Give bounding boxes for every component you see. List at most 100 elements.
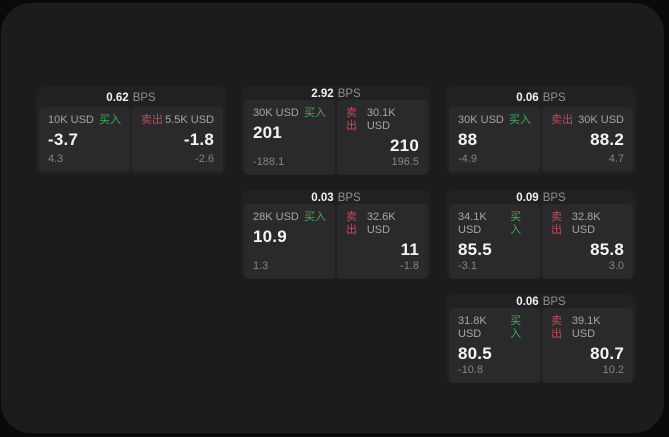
buy-pane-top: 30K USD 买入 <box>458 114 531 127</box>
sell-side-label: 卖出 <box>551 114 573 126</box>
buy-side-label: 买入 <box>510 315 522 340</box>
buy-sub-value: -188.1 <box>253 156 285 168</box>
bps-unit: BPS <box>542 296 566 308</box>
bps-unit: BPS <box>542 192 566 204</box>
sell-pane[interactable]: 卖出 30K USD 88.2 4.7 <box>542 107 633 172</box>
buy-price: 10.9 <box>253 227 287 246</box>
sell-price: 11 <box>400 240 419 259</box>
buy-pane-top: 31.8K USD 买入 <box>458 315 531 341</box>
sell-pane-top: 卖出 32.8K USD <box>551 211 624 237</box>
sell-price: 88.2 <box>590 130 624 149</box>
sell-sub-value: -1.8 <box>400 260 419 272</box>
sell-pane-top: 卖出 32.6K USD <box>346 211 419 237</box>
sell-side-label: 卖出 <box>346 107 357 132</box>
buy-sell-panes: 30K USD 买入 88 -4.9 卖出 30K USD 88.2 4.7 <box>446 107 636 175</box>
buy-side-label: 买入 <box>510 211 522 236</box>
sell-amount: 32.8K USD <box>571 211 601 236</box>
sell-side-label: 卖出 <box>551 315 562 340</box>
buy-side-label: 买入 <box>304 107 326 119</box>
buy-sell-panes: 34.1K USD 买入 85.5 -3.1 卖出 32.8K USD 85.8… <box>446 204 636 282</box>
buy-sub-value: 4.3 <box>48 153 64 165</box>
bps-unit: BPS <box>132 91 156 104</box>
sell-price: -1.8 <box>183 130 214 149</box>
sell-amount: 30.1K USD <box>366 107 396 132</box>
card-header: 2.92 BPS <box>241 86 431 100</box>
buy-side-label: 买入 <box>304 211 326 223</box>
bps-value: 0.06 <box>516 296 539 308</box>
sell-pane[interactable]: 卖出 5.5K USD -1.8 -2.6 <box>132 107 223 172</box>
buy-pane-top: 10K USD 买入 <box>48 114 121 127</box>
sell-side-label: 卖出 <box>551 211 562 236</box>
sell-sub-value: 3.0 <box>608 260 624 272</box>
sell-amount: 32.6K USD <box>366 211 396 236</box>
buy-amount: 31.8K USD <box>458 315 487 340</box>
buy-pane-top: 34.1K USD 买入 <box>458 211 531 237</box>
card-header: 0.06 BPS <box>446 294 636 308</box>
sell-side-label: 卖出 <box>346 211 357 236</box>
sell-price: 210 <box>390 136 419 155</box>
sell-pane-top: 卖出 30K USD <box>551 114 624 127</box>
sell-sub-value: 196.5 <box>391 156 419 168</box>
buy-price: 201 <box>253 123 282 142</box>
buy-sub-value: -10.8 <box>458 364 484 376</box>
sell-side-label: 卖出 <box>141 114 163 126</box>
buy-sub-value: -3.1 <box>458 260 477 272</box>
buy-sub-value: -4.9 <box>458 153 477 165</box>
sell-price: 85.8 <box>590 240 624 259</box>
buy-pane[interactable]: 31.8K USD 买入 80.5 -10.8 <box>449 308 540 383</box>
bps-unit: BPS <box>337 192 361 204</box>
buy-amount: 28K USD <box>253 211 299 223</box>
quote-card-4: 0.03 BPS 28K USD 买入 10.9 1.3 卖出 32.6K US… <box>241 190 431 279</box>
sell-sub-value: 10.2 <box>602 364 624 376</box>
card-header: 0.62 BPS <box>36 86 226 107</box>
quote-card-2: 2.92 BPS 30K USD 买入 201 -188.1 卖出 30.1K … <box>241 86 431 175</box>
quote-card-1: 0.62 BPS 10K USD 买入 -3.7 4.3 卖出 5.5K USD… <box>36 86 226 175</box>
sell-sub-value: -2.6 <box>195 153 214 165</box>
buy-pane[interactable]: 30K USD 买入 88 -4.9 <box>449 107 540 172</box>
buy-side-label: 买入 <box>509 114 531 126</box>
sell-pane[interactable]: 卖出 32.8K USD 85.8 3.0 <box>542 204 633 279</box>
sell-pane-top: 卖出 30.1K USD <box>346 107 419 133</box>
sell-pane[interactable]: 卖出 32.6K USD 11 -1.8 <box>337 204 428 279</box>
buy-sell-panes: 31.8K USD 买入 80.5 -10.8 卖出 39.1K USD 80.… <box>446 308 636 386</box>
sell-amount: 5.5K USD <box>165 114 214 126</box>
card-header: 0.09 BPS <box>446 190 636 204</box>
bps-value: 0.62 <box>106 91 129 104</box>
quotes-grid: 0.62 BPS 10K USD 买入 -3.7 4.3 卖出 5.5K USD… <box>36 86 636 383</box>
card-header: 0.03 BPS <box>241 190 431 204</box>
buy-sub-value: 1.3 <box>253 260 269 272</box>
buy-sell-panes: 28K USD 买入 10.9 1.3 卖出 32.6K USD 11 -1.8 <box>241 204 431 282</box>
buy-side-label: 买入 <box>99 114 121 126</box>
buy-price: 80.5 <box>458 344 492 363</box>
quote-card-5: 0.09 BPS 34.1K USD 买入 85.5 -3.1 卖出 32.8K… <box>446 190 636 279</box>
buy-price: 88 <box>458 130 478 149</box>
buy-pane[interactable]: 10K USD 买入 -3.7 4.3 <box>39 107 130 172</box>
buy-amount: 30K USD <box>458 114 504 126</box>
buy-pane[interactable]: 28K USD 买入 10.9 1.3 <box>244 204 335 279</box>
buy-pane-top: 28K USD 买入 <box>253 211 326 224</box>
buy-pane[interactable]: 34.1K USD 买入 85.5 -3.1 <box>449 204 540 279</box>
sell-pane-top: 卖出 5.5K USD <box>141 114 214 127</box>
bps-value: 2.92 <box>311 88 334 100</box>
bps-value: 0.09 <box>516 192 539 204</box>
sell-amount: 39.1K USD <box>571 315 601 340</box>
sell-price: 80.7 <box>590 344 624 363</box>
sell-pane[interactable]: 卖出 39.1K USD 80.7 10.2 <box>542 308 633 383</box>
quote-card-6: 0.06 BPS 31.8K USD 买入 80.5 -10.8 卖出 39.1… <box>446 294 636 383</box>
sell-sub-value: 4.7 <box>608 153 624 165</box>
sell-amount: 30K USD <box>578 114 624 126</box>
quote-card-3: 0.06 BPS 30K USD 买入 88 -4.9 卖出 30K USD 8… <box>446 86 636 175</box>
buy-amount: 34.1K USD <box>458 211 487 236</box>
buy-sell-panes: 10K USD 买入 -3.7 4.3 卖出 5.5K USD -1.8 -2.… <box>36 107 226 175</box>
buy-amount: 10K USD <box>48 114 94 126</box>
sell-pane-top: 卖出 39.1K USD <box>551 315 624 341</box>
bps-value: 0.03 <box>311 192 334 204</box>
buy-sell-panes: 30K USD 买入 201 -188.1 卖出 30.1K USD 210 1… <box>241 100 431 178</box>
buy-pane[interactable]: 30K USD 买入 201 -188.1 <box>244 100 335 175</box>
sell-pane[interactable]: 卖出 30.1K USD 210 196.5 <box>337 100 428 175</box>
buy-amount: 30K USD <box>253 107 299 119</box>
bps-unit: BPS <box>542 91 566 104</box>
buy-pane-top: 30K USD 买入 <box>253 107 326 120</box>
buy-price: 85.5 <box>458 240 492 259</box>
card-header: 0.06 BPS <box>446 86 636 107</box>
